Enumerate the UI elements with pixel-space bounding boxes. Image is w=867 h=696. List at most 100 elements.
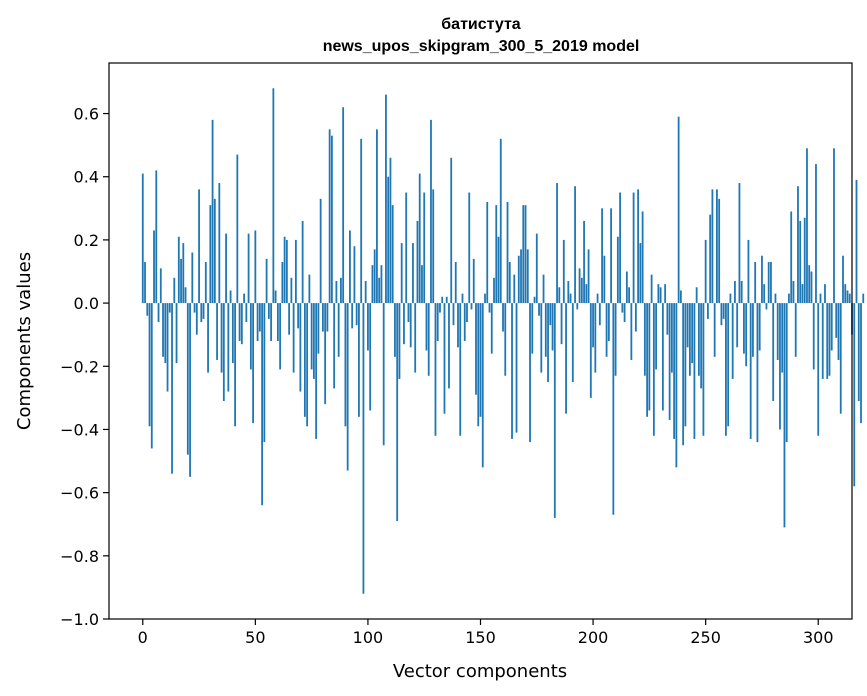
bar [412, 243, 414, 304]
bar [261, 303, 264, 506]
bar [150, 303, 153, 449]
bar [551, 303, 554, 351]
bar [443, 303, 446, 414]
bar [603, 255, 606, 304]
bar [772, 303, 775, 402]
bar [218, 183, 221, 304]
bar [164, 303, 167, 364]
bar [682, 303, 685, 446]
bar [821, 303, 824, 379]
bar [385, 94, 387, 304]
bar [553, 303, 556, 518]
bar [763, 284, 766, 304]
bar [297, 303, 300, 329]
bar [765, 303, 768, 310]
bar [272, 88, 275, 304]
bar [569, 293, 572, 304]
bar [184, 287, 187, 304]
bar [803, 217, 806, 304]
bar [175, 303, 178, 364]
bar [589, 303, 592, 398]
bar [538, 303, 540, 316]
bar [391, 205, 394, 304]
bar [371, 265, 374, 304]
bar [405, 192, 408, 304]
bar [288, 303, 291, 335]
bar [382, 303, 385, 446]
y-tick-label: 0.6 [74, 105, 99, 124]
bar [182, 243, 185, 304]
bar [168, 303, 171, 313]
plot-frame [108, 62, 853, 620]
bar [513, 274, 516, 304]
bar [668, 303, 671, 420]
bar [693, 303, 696, 439]
bar [362, 303, 365, 594]
bar [254, 230, 257, 304]
bar [466, 303, 468, 323]
bar [274, 290, 277, 304]
x-tick-label: 150 [465, 628, 496, 647]
bar [585, 284, 588, 304]
bar [213, 198, 216, 304]
bar [423, 192, 426, 304]
bar [195, 303, 198, 335]
bar [454, 262, 457, 304]
bar [652, 303, 655, 436]
x-tick-label: 50 [245, 628, 265, 647]
bar [227, 303, 230, 392]
bar [643, 303, 646, 376]
bar [673, 303, 676, 439]
bar [799, 220, 802, 304]
bar [499, 138, 502, 304]
bar [324, 303, 327, 405]
bar [686, 303, 689, 348]
bar [761, 255, 763, 304]
bar [180, 258, 182, 304]
bar [238, 303, 241, 341]
bar [664, 284, 667, 304]
bar [508, 262, 511, 304]
bar [340, 277, 342, 304]
bar [279, 303, 282, 370]
y-tick-label: −0.2 [60, 357, 99, 376]
bar [711, 189, 714, 304]
bar [727, 303, 730, 427]
bar [220, 303, 223, 373]
bar [738, 183, 741, 304]
bar [522, 205, 525, 304]
bar [517, 255, 520, 304]
bar [468, 192, 471, 304]
bar [193, 303, 196, 313]
x-axis-label: Vector components [393, 661, 567, 682]
bar [785, 303, 788, 443]
bar [299, 303, 302, 392]
y-tick-label: 0.2 [74, 231, 99, 250]
bar [461, 293, 464, 304]
bar [619, 192, 621, 304]
bar [216, 303, 218, 360]
bar [452, 303, 455, 326]
bar [400, 243, 403, 304]
x-tick-label: 200 [578, 628, 609, 647]
bar [333, 303, 336, 389]
bar [556, 183, 558, 304]
bar [155, 170, 158, 304]
bar [439, 303, 441, 313]
bar [810, 271, 813, 304]
x-tick-label: 100 [353, 628, 384, 647]
bar [265, 258, 268, 304]
bar [524, 205, 527, 304]
bar [283, 236, 286, 304]
bar [421, 265, 423, 304]
x-tick-label: 300 [803, 628, 834, 647]
bar [844, 284, 847, 304]
bar [752, 303, 754, 357]
bar [389, 157, 392, 304]
bar [430, 119, 432, 304]
bar [709, 214, 712, 304]
bar [691, 303, 694, 364]
bar [862, 293, 865, 304]
bar [776, 303, 779, 360]
